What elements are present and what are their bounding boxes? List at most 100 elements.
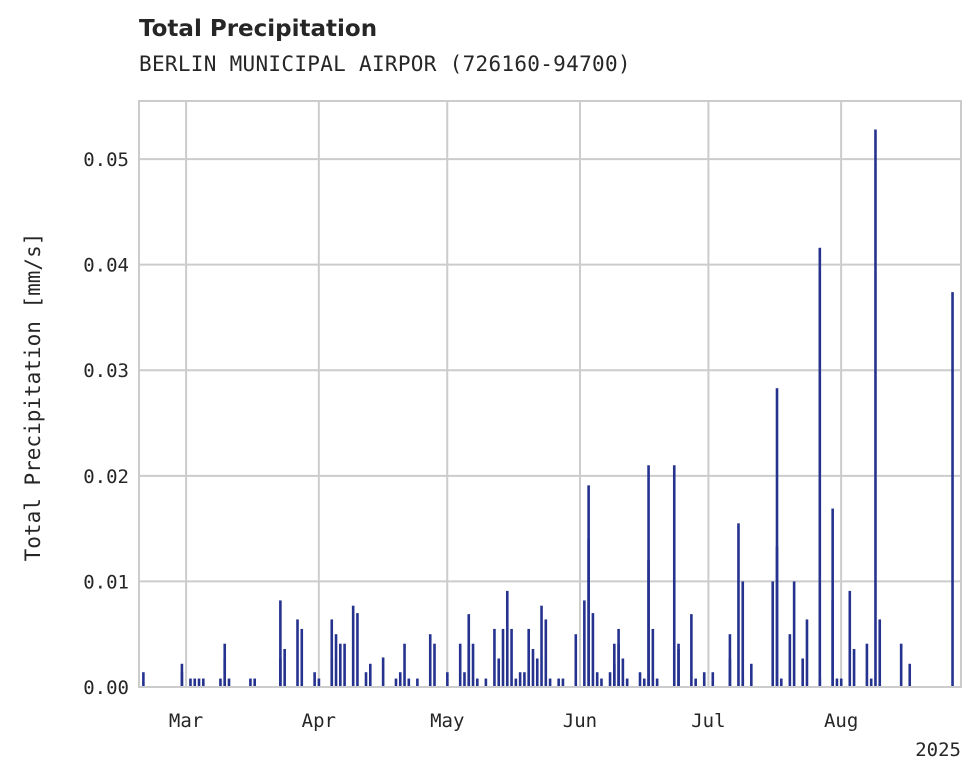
chart-subtitle: BERLIN MUNICIPAL AIRPOR (726160-94700): [139, 52, 631, 76]
precip-bar: [471, 643, 475, 687]
precip-bar: [403, 643, 406, 687]
precip-bar: [523, 672, 526, 687]
precip-bar: [677, 648, 680, 687]
y-axis-ticks: 0.00 0.01 0.02 0.03 0.04 0.05: [83, 149, 129, 699]
precip-bar: [407, 678, 411, 687]
precip-bar: [865, 643, 869, 687]
precip-bar: [540, 605, 543, 687]
precip-bar: [561, 678, 565, 687]
precip-bar: [518, 672, 522, 687]
precip-bar: [458, 643, 462, 687]
precip-bar: [587, 485, 590, 687]
precip-bar: [583, 600, 586, 687]
precip-bar: [197, 678, 201, 687]
precip-bar: [852, 648, 856, 687]
precip-bar: [625, 678, 629, 687]
precip-bar: [501, 628, 505, 687]
x-tick-label: Jul: [691, 710, 725, 732]
precip-bar: [343, 643, 346, 687]
precip-bar: [202, 678, 205, 687]
precip-bar: [548, 678, 552, 687]
precip-bar: [771, 581, 775, 687]
y-tick-label: 0.00: [83, 677, 129, 699]
x-tick-label: May: [430, 710, 464, 732]
precip-bar: [869, 678, 873, 687]
precip-bar: [356, 613, 359, 687]
x-tick-label: Jun: [563, 710, 597, 732]
precip-bar: [249, 678, 252, 687]
precip-bar: [364, 672, 368, 687]
precip-bar: [189, 678, 192, 687]
precip-bar: [775, 388, 779, 687]
precip-bar: [446, 672, 449, 687]
precip-bar: [253, 678, 256, 687]
y-tick-label: 0.01: [83, 571, 129, 593]
precip-bar: [831, 600, 834, 687]
precip-bar: [899, 643, 903, 687]
precip-bar: [227, 678, 231, 687]
bar-series: [142, 129, 954, 687]
precip-bar: [642, 678, 646, 687]
precip-bar: [574, 634, 578, 687]
precip-bar: [433, 643, 436, 687]
precip-bar: [711, 672, 715, 687]
precip-bar: [505, 590, 509, 687]
precip-bar: [330, 619, 334, 687]
precip-bar: [638, 672, 642, 687]
precip-bar: [476, 678, 479, 687]
precip-bar: [223, 643, 227, 687]
precip-bar: [351, 605, 355, 687]
precip-bar: [510, 628, 513, 687]
precip-bar: [334, 634, 338, 687]
precip-bar: [467, 614, 471, 687]
x-tick-label: Mar: [169, 710, 203, 732]
precip-bar: [835, 678, 839, 687]
precip-bar: [557, 678, 560, 687]
plot-frame: [138, 100, 962, 688]
precip-bar: [527, 628, 530, 687]
precip-bar: [279, 600, 282, 687]
precip-bar: [416, 678, 419, 687]
precip-bar: [381, 657, 385, 687]
precip-bar: [497, 658, 501, 687]
precip-bar: [874, 129, 877, 687]
precip-bar: [750, 663, 753, 687]
precip-bar: [394, 678, 398, 687]
precip-bar: [600, 678, 603, 687]
precip-bar: [728, 634, 732, 687]
precip-bar: [514, 678, 518, 687]
precip-bar: [741, 678, 745, 687]
precip-bar: [531, 648, 535, 687]
precip-bar: [801, 658, 804, 687]
precip-bar: [788, 634, 792, 687]
precip-bar: [651, 628, 655, 687]
precip-bar: [339, 643, 342, 687]
x-tick-label: Aug: [824, 710, 858, 732]
precip-bar: [283, 648, 286, 687]
precip-bar: [493, 628, 496, 687]
precip-bar: [621, 658, 625, 687]
precip-bar: [398, 672, 402, 687]
precip-bar: [672, 465, 676, 687]
precip-bar: [690, 614, 693, 687]
precip-bar: [655, 678, 659, 687]
precip-bar: [608, 672, 612, 687]
precip-bar: [595, 672, 599, 687]
precip-bar: [142, 672, 145, 687]
precip-bar: [317, 678, 321, 687]
y-tick-label: 0.04: [83, 255, 129, 277]
precip-bar: [839, 678, 843, 687]
precip-bar: [544, 619, 548, 687]
y-tick-label: 0.05: [83, 149, 129, 171]
x-axis-year-label: 2025: [915, 739, 961, 761]
precip-bar: [428, 634, 432, 687]
y-tick-label: 0.02: [83, 466, 129, 488]
y-tick-label: 0.03: [83, 360, 129, 382]
precip-bar: [535, 658, 539, 687]
precip-bar: [951, 292, 954, 687]
precip-bar: [296, 619, 299, 687]
precip-bar: [647, 465, 650, 687]
precip-bar: [878, 619, 882, 687]
precip-bar: [737, 523, 740, 687]
